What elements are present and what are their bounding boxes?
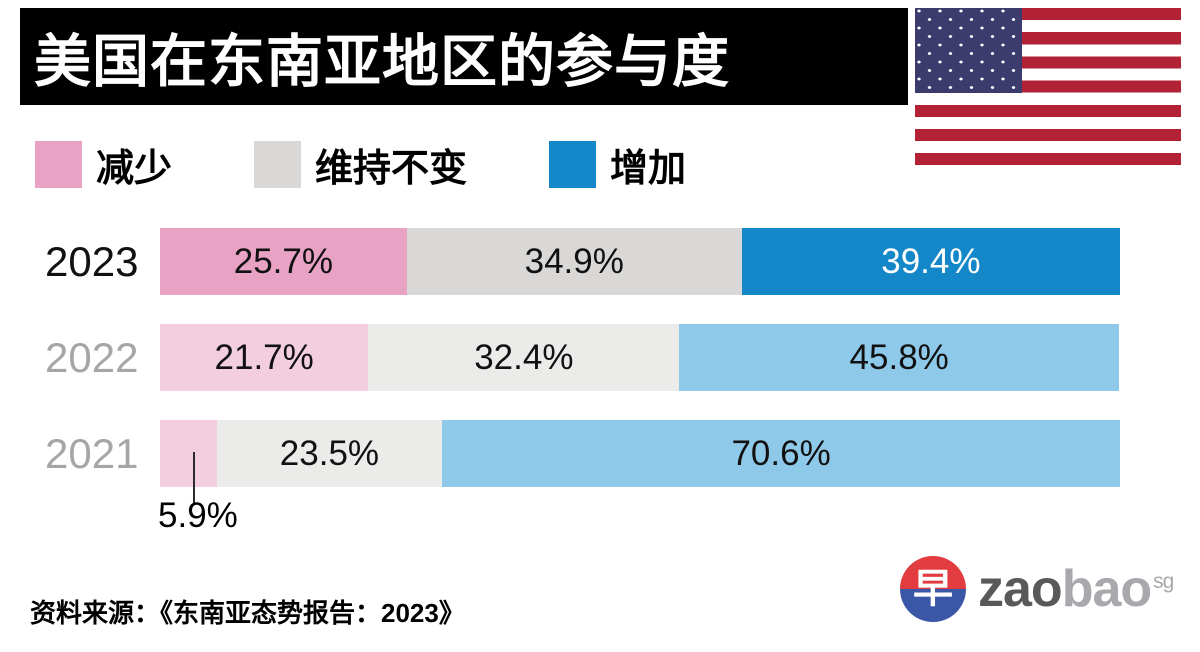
zaobao-logo-icon: 早 bbox=[900, 556, 966, 622]
stacked-bar-chart: 2023 25.7% 34.9% 39.4% 2022 21.7% 32.4% 45.8% 20… bbox=[45, 228, 1120, 573]
legend-label: 维持不变 bbox=[315, 148, 468, 190]
segment-增加: 39.4% bbox=[741, 228, 1120, 295]
segment-value: 39.4% bbox=[881, 241, 981, 281]
zaobao-logo-text: zaobaosg bbox=[978, 559, 1174, 619]
bar-track: 23.5% 70.6% bbox=[160, 420, 1120, 487]
bar-track: 21.7% 32.4% 45.8% bbox=[160, 324, 1120, 391]
page-title: 美国在东南亚地区的参与度 bbox=[34, 29, 730, 94]
segment-增加: 45.8% bbox=[679, 324, 1120, 391]
year-label: 2023 bbox=[45, 237, 139, 285]
segment-维持不变: 23.5% bbox=[216, 420, 443, 487]
legend-label: 增加 bbox=[610, 148, 687, 190]
legend-item-2: 增加 bbox=[549, 137, 686, 192]
segment-value: 70.6% bbox=[731, 433, 831, 473]
legend-swatch bbox=[254, 141, 302, 188]
bar-row-2022: 2022 21.7% 32.4% 45.8% bbox=[45, 324, 1120, 391]
legend-item-1: 维持不变 bbox=[254, 137, 467, 192]
bar-track: 25.7% 34.9% 39.4% bbox=[160, 228, 1120, 295]
segment-value: 25.7% bbox=[233, 241, 333, 281]
legend-item-0: 减少 bbox=[35, 137, 172, 192]
title-banner: 美国在东南亚地区的参与度 bbox=[20, 8, 908, 105]
segment-value: 32.4% bbox=[474, 337, 574, 377]
segment-value: 45.8% bbox=[849, 337, 949, 377]
segment-value: 21.7% bbox=[214, 337, 314, 377]
callout-value: 5.9% bbox=[158, 496, 238, 535]
legend-swatch bbox=[549, 141, 597, 188]
legend-swatch bbox=[35, 141, 82, 188]
bar-row-2023: 2023 25.7% 34.9% 39.4% bbox=[45, 228, 1120, 295]
segment-减少: 25.7% bbox=[160, 228, 407, 295]
zaobao-logo-glyph: 早 bbox=[913, 567, 953, 611]
flag-canton-stars bbox=[915, 8, 1022, 93]
us-flag bbox=[915, 8, 1181, 165]
bar-row-2021: 2021 23.5% 70.6% bbox=[45, 420, 1120, 487]
year-label: 2021 bbox=[45, 429, 139, 477]
segment-减少 bbox=[160, 420, 217, 487]
segment-增加: 70.6% bbox=[442, 420, 1120, 487]
logo-zao: zao bbox=[978, 560, 1063, 618]
segment-value: 23.5% bbox=[279, 433, 380, 473]
segment-value: 34.9% bbox=[524, 241, 624, 281]
legend-label: 减少 bbox=[96, 148, 173, 190]
year-label: 2022 bbox=[45, 333, 139, 381]
segment-减少: 21.7% bbox=[160, 324, 369, 391]
logo-bao: bao bbox=[1061, 560, 1152, 618]
segment-维持不变: 32.4% bbox=[368, 324, 680, 391]
callout-line bbox=[193, 452, 195, 504]
logo-sg: sg bbox=[1153, 569, 1174, 593]
zaobao-logo: 早 zaobaosg bbox=[900, 556, 1174, 622]
source-text: 资料来源：《东南亚态势报告：2023》 bbox=[30, 598, 465, 628]
legend: 减少 维持不变 增加 bbox=[35, 137, 686, 192]
segment-维持不变: 34.9% bbox=[406, 228, 742, 295]
